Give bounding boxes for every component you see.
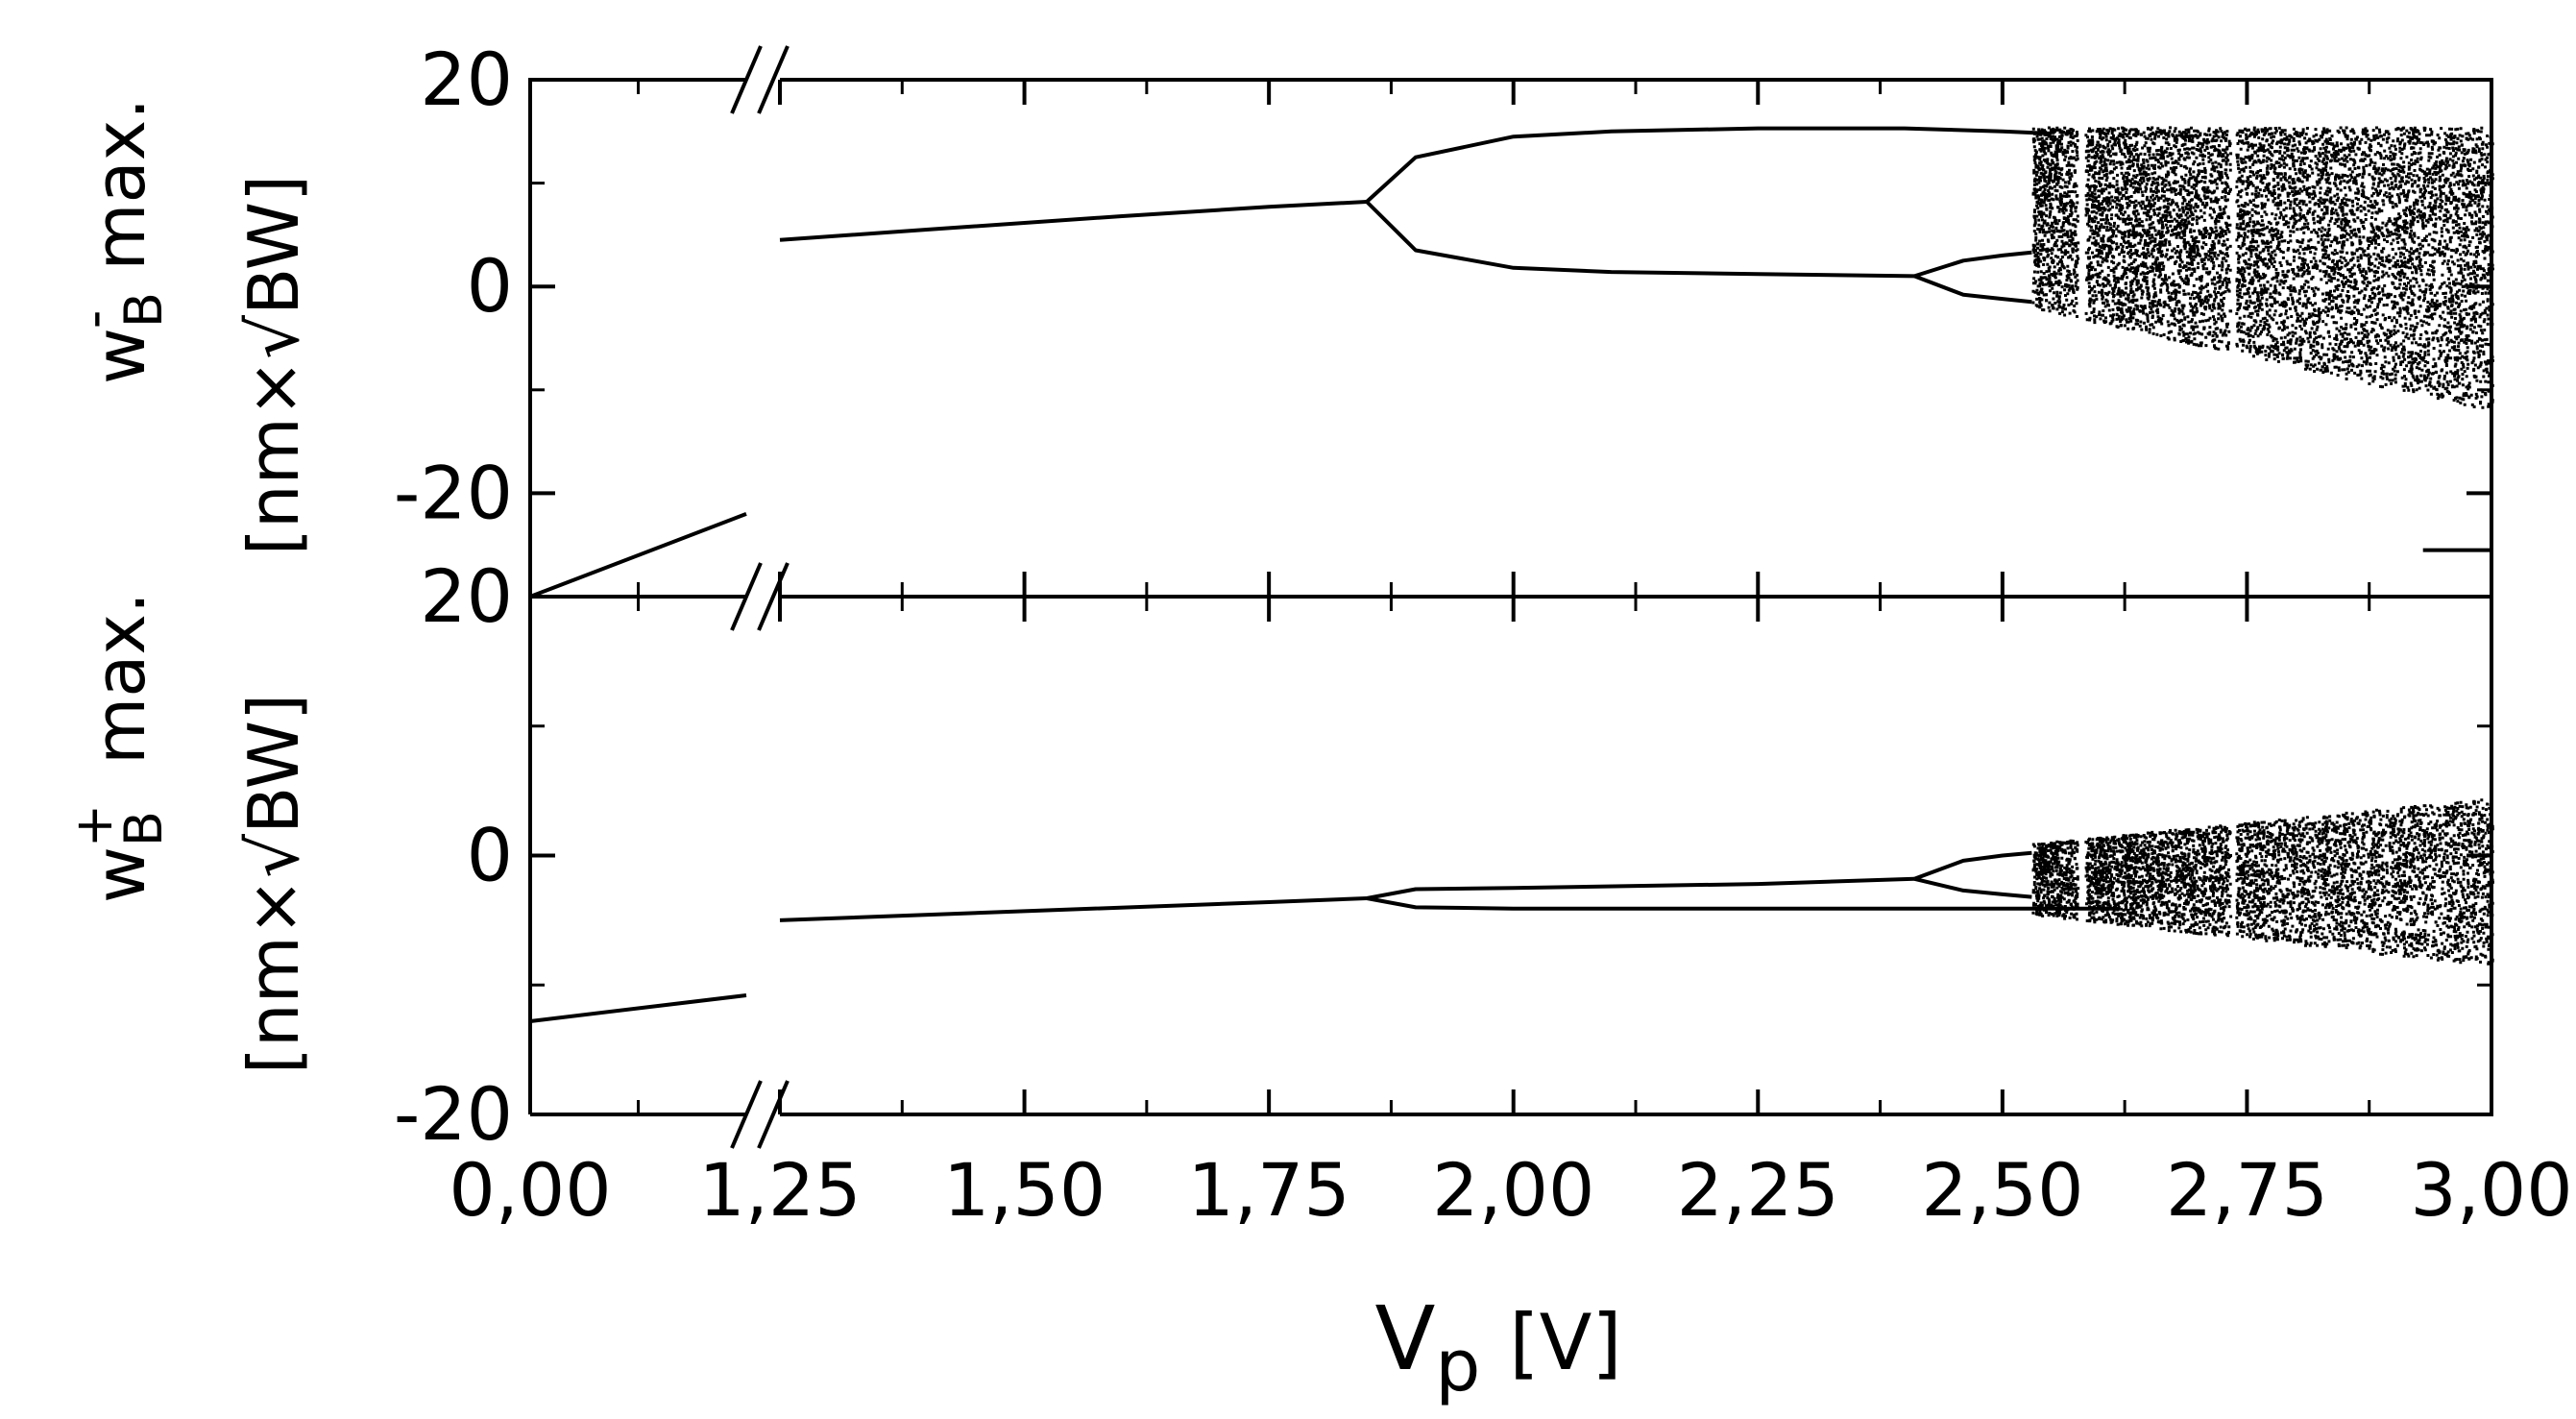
bottom-series xyxy=(529,798,2494,1023)
x-tick-label: 2,25 xyxy=(1677,1147,1839,1233)
bottom-branch-line xyxy=(1913,876,2032,899)
x-tick-label: 1,75 xyxy=(1188,1147,1350,1233)
top-branch-line xyxy=(529,512,747,599)
bottom-branch-line xyxy=(779,896,1368,922)
x-tick-label: 3,00 xyxy=(2410,1147,2572,1233)
x-tick-label: 2,00 xyxy=(1432,1147,1594,1233)
top-branch-line xyxy=(779,200,1368,242)
panel-top: 20 0 -20 xyxy=(394,37,2494,599)
x-tick-label: 1,50 xyxy=(943,1147,1106,1233)
bottom-y-tick-labels: 20 0 -20 xyxy=(394,553,513,1157)
x-tick-label: 0,00 xyxy=(449,1147,611,1233)
top-ylabel-sup: - xyxy=(63,310,124,330)
bottom-branch-line xyxy=(1366,896,2121,911)
bottom-branch-line xyxy=(1366,876,1915,900)
svg-text:wB+ max.: wB+ max. xyxy=(63,592,174,903)
axis-break-slash xyxy=(757,1080,790,1149)
x-tick-label: 1,25 xyxy=(698,1147,861,1233)
top-ylabel-sub: B xyxy=(113,292,174,328)
bottom-y-tick-label: 0 xyxy=(467,813,513,898)
bottom-ylabel-units: [nm×√BW] xyxy=(233,694,314,1074)
top-y-tick-labels: 20 0 -20 xyxy=(394,37,513,535)
top-y-tick-label: -20 xyxy=(394,450,513,535)
bottom-y-tick-label: -20 xyxy=(394,1071,513,1157)
top-branch-line xyxy=(1365,200,1915,279)
x-label-main: V xyxy=(1374,1287,1435,1390)
top-y-tick-label: 0 xyxy=(467,243,513,329)
x-tick-labels: 0,00 1,25 1,50 1,75 2,00 2,25 2,50 2,75 3,00 xyxy=(449,1147,2572,1233)
top-ylabel-main: w xyxy=(80,328,160,384)
axis-break-slash xyxy=(757,45,790,114)
bottom-ylabel-sub: B xyxy=(113,811,174,846)
top-branch-line xyxy=(1365,126,2052,204)
top-branch-line xyxy=(1913,274,2032,305)
x-tick-label: 2,75 xyxy=(2166,1147,2328,1233)
axis-break-slash xyxy=(730,1080,763,1149)
x-label-sub: p xyxy=(1435,1325,1480,1407)
top-ylabel-units: [nm×√BW] xyxy=(233,175,314,555)
bottom-ylabel-sup: + xyxy=(63,804,124,847)
svg-text:wB- max.: wB- max. xyxy=(63,98,174,384)
bottom-panel-frame xyxy=(528,595,2493,1116)
axis-break-slash xyxy=(730,562,763,631)
axis-break-marks xyxy=(730,45,790,1149)
x-tick-label: 2,50 xyxy=(1921,1147,2083,1233)
bottom-ylabel-suffix: max. xyxy=(80,592,160,787)
top-ylabel: wB- max. xyxy=(63,98,174,384)
bottom-ylabel-main: w xyxy=(80,846,160,903)
x-label-unit: [V] xyxy=(1509,1298,1621,1387)
top-series xyxy=(529,126,2494,599)
top-y-tick-label: 20 xyxy=(420,37,513,122)
bottom-ylabel: wB+ max. xyxy=(63,592,174,903)
bottom-chaotic-points xyxy=(2031,798,2494,966)
top-chaotic-points xyxy=(2031,126,2494,409)
bottom-branch-line xyxy=(529,993,747,1023)
top-ylabel-suffix: max. xyxy=(80,98,160,293)
bottom-y-tick-label: 20 xyxy=(420,553,513,639)
panel-bottom: 20 0 -20 xyxy=(394,553,2494,1157)
top-branch-line xyxy=(1913,250,2032,279)
bottom-branch-line xyxy=(1913,850,2032,881)
x-axis-label: Vp [V] xyxy=(1374,1287,1621,1407)
axis-break-slash xyxy=(757,562,790,631)
axis-break-slash xyxy=(730,45,763,114)
